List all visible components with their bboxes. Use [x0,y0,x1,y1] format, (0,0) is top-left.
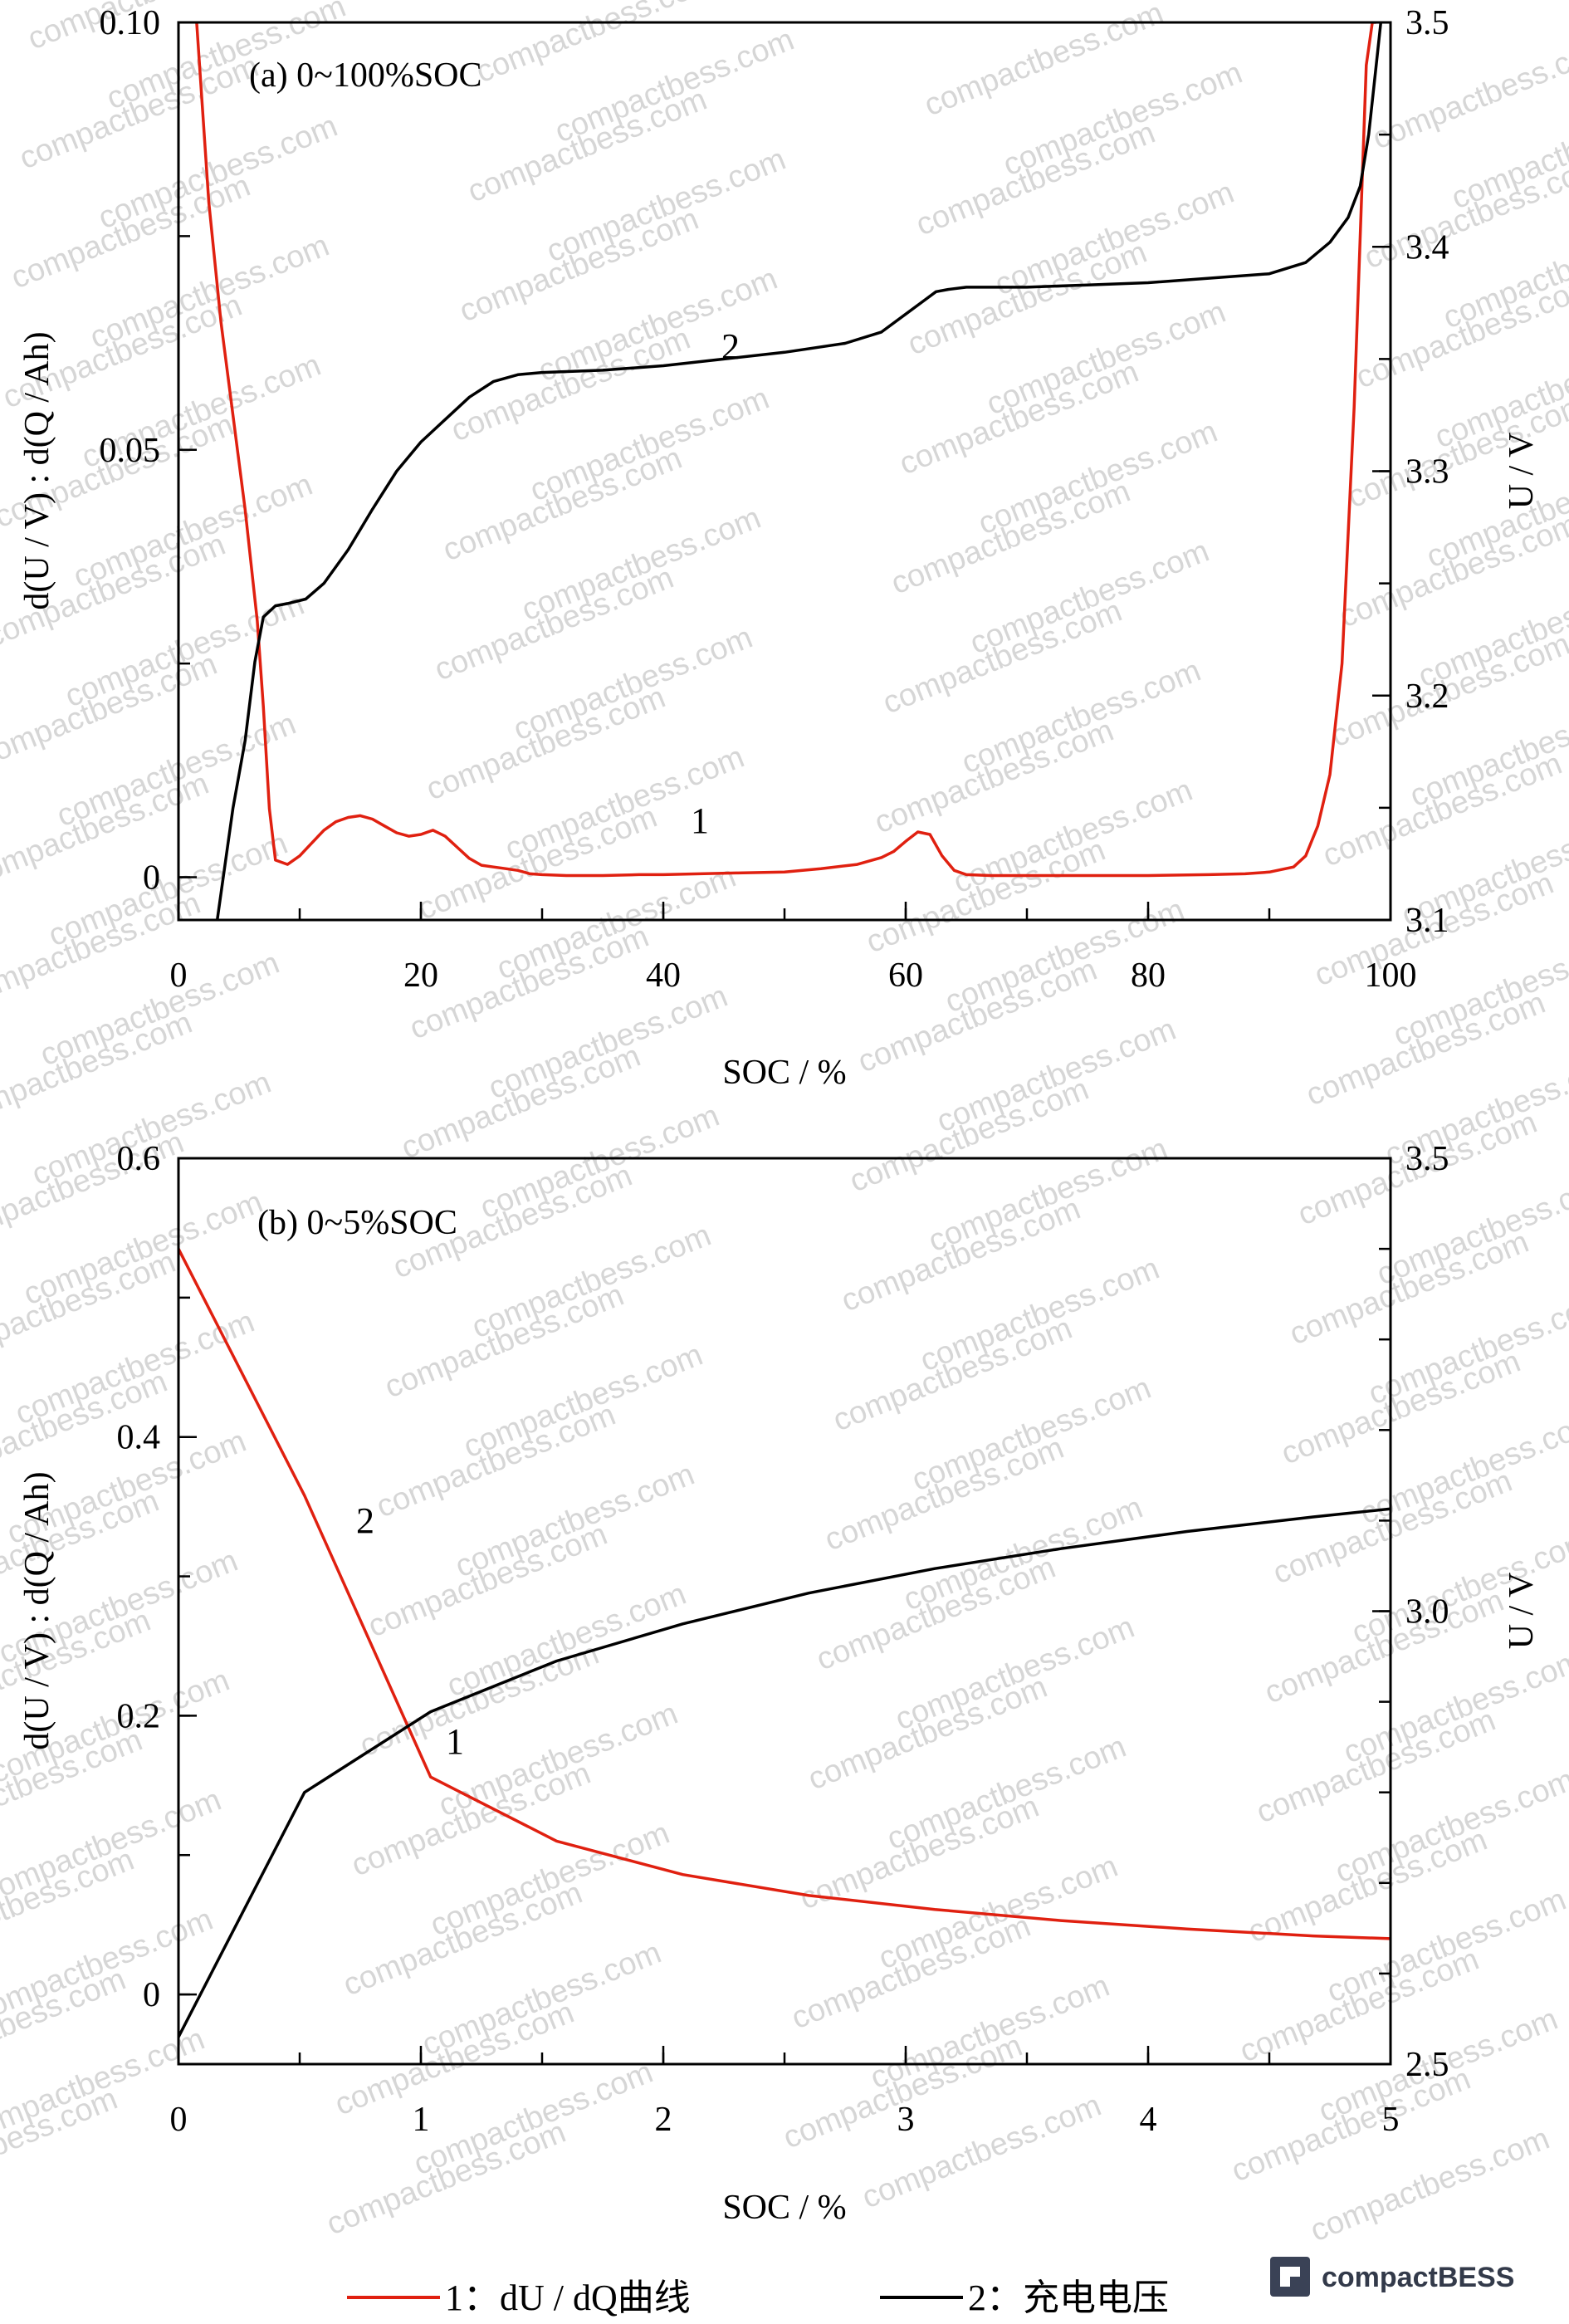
curve-label-b-2: 2 [356,1500,374,1541]
x-axis-label-a: SOC / % [722,1054,846,1092]
y-right-tick-label: 3.4 [1405,228,1449,267]
x-tick-label: 100 [1365,957,1417,995]
chart-panel-b: 0 1 2 3 4 5 0 0.2 0.4 0.6 2.5 3.0 3.5 (b) 0~5%SOC SO… [18,1140,1541,2227]
y-left-tick-label: 0.6 [117,1140,161,1178]
plot-frame-a [177,21,1392,922]
watermark-text: compactbess.com [1368,29,1569,157]
y-left-tick-label: 0 [143,1976,160,2014]
panel-title-b: (b) 0~5%SOC [257,1204,457,1242]
x-axis-label-b: SOC / % [722,2189,846,2227]
legend-label-2: 2：充电电压 [968,2278,1169,2318]
x-tick-label: 20 [403,957,438,995]
chart-panel-a: 0 20 40 60 80 100 0 0.05 0.10 3.1 3.2 3.3 3.4 3.5 (a)… [18,4,1541,1092]
ticks-a: 0 20 40 60 80 100 0 0.05 0.10 3.1 3.2 3.3 3.4 3.5 [100,4,1449,995]
plot-frame-b [177,1157,1392,2066]
y-right-tick-label: 3.1 [1405,902,1449,940]
series-line-1 [195,22,1376,878]
x-tick-label: 4 [1140,2101,1157,2139]
compactbess-logo: compactBESS [1270,2257,1514,2297]
x-tick-label: 0 [170,2101,188,2139]
curve-label-b-1: 1 [446,1721,464,1762]
y-left-tick-label: 0.2 [117,1697,161,1735]
ticks-b: 0 1 2 3 4 5 0 0.2 0.4 0.6 2.5 3.0 3.5 [117,1140,1449,2139]
logo-text: compactBESS [1322,2262,1514,2293]
y-right-tick-label: 3.0 [1405,1593,1449,1632]
x-tick-label: 40 [646,957,681,995]
x-tick-label: 80 [1131,957,1166,995]
y-axis-label-left-b: d(U / V) : d(Q / Ah) [18,1471,56,1749]
y-axis-label-right-b: U / V [1503,1573,1541,1650]
legend: 1：dU / dQ曲线 2：充电电压 [347,2278,1169,2318]
y-left-tick-label: 0.4 [117,1419,161,1457]
series-line-2 [178,1507,1391,2038]
x-tick-label: 3 [897,2101,915,2139]
x-tick-label: 5 [1382,2101,1400,2139]
curve-label-a-1: 1 [691,800,709,841]
watermark-layer: compactbess.com compactbess.com compactbes… [0,0,1569,2248]
y-right-tick-label: 3.3 [1405,453,1449,492]
legend-label-1: 1：dU / dQ曲线 [445,2278,691,2318]
y-left-tick-label: 0.05 [100,432,161,470]
panel-title-a: (a) 0~100%SOC [249,56,482,95]
y-right-tick-label: 3.5 [1405,4,1449,42]
series-line-2 [215,22,1383,920]
series-layer-a [195,22,1383,920]
x-tick-label: 1 [413,2101,430,2139]
y-right-tick-label: 2.5 [1405,2046,1449,2084]
curve-label-a-2: 2 [721,326,740,367]
series-line-1 [178,1248,1391,1940]
watermark-text: compactbess.com [322,2115,571,2243]
logo-mark-notch [1290,2277,1300,2287]
y-right-tick-label: 3.5 [1405,1140,1449,1178]
series-layer-b [178,1248,1391,2038]
x-tick-label: 0 [170,957,188,995]
x-tick-label: 2 [655,2101,672,2139]
y-left-tick-label: 0.10 [100,4,161,42]
y-axis-label-left-a: d(U / V) : d(Q / Ah) [18,331,56,609]
x-tick-label: 60 [888,957,923,995]
y-axis-label-right-a: U / V [1503,433,1541,510]
y-right-tick-label: 3.2 [1405,678,1449,716]
y-left-tick-label: 0 [143,859,160,898]
